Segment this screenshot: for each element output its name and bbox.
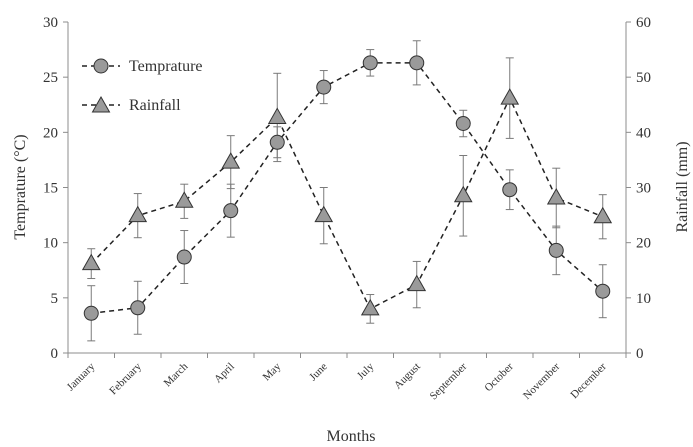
y-right-tick-label: 30	[636, 181, 651, 197]
y-right-tick-label: 60	[636, 15, 651, 31]
temprature-point	[269, 134, 285, 150]
temprature-point	[455, 116, 471, 132]
y-left-tick-label: 15	[43, 181, 58, 197]
temprature-point	[223, 203, 239, 219]
y-left-tick-label: 20	[43, 125, 58, 141]
x-tick-label: September	[428, 360, 470, 402]
rainfall-point	[593, 206, 613, 224]
y-axis-left-title: Temprature (°C)	[12, 134, 29, 239]
legend-temprature-label: Temprature	[129, 58, 203, 75]
rainfall-point	[81, 253, 101, 271]
temprature-point	[548, 242, 564, 258]
rainfall-point	[546, 187, 566, 205]
rainfall-point	[500, 88, 520, 105]
temprature-series-line	[91, 62, 604, 315]
x-tick-label: July	[355, 360, 377, 382]
temprature-point	[83, 305, 99, 321]
temprature-point	[502, 182, 518, 198]
temprature-point	[176, 249, 192, 265]
x-tick-label: January	[65, 360, 98, 393]
y-left-tick-label: 25	[43, 70, 58, 86]
rainfall-point	[360, 298, 380, 316]
temprature-point	[409, 55, 425, 71]
y-right-tick-label: 0	[636, 346, 644, 362]
temprature-point	[595, 283, 611, 299]
rainfall-point	[314, 205, 334, 223]
x-tick-label: December	[568, 360, 609, 401]
y-left-tick-label: 10	[43, 236, 58, 252]
x-axis-title: Months	[327, 428, 376, 445]
x-tick-label: May	[261, 360, 284, 383]
y-right-tick-label: 50	[636, 70, 651, 86]
legend-rainfall-label: Rainfall	[129, 97, 181, 114]
y-left-tick-label: 0	[51, 346, 59, 362]
x-tick-label: November	[521, 360, 563, 402]
y-left-tick-label: 5	[51, 291, 59, 307]
x-tick-label: October	[482, 360, 516, 394]
rainfall-point	[174, 191, 194, 208]
axes	[63, 21, 631, 358]
x-tick-label: April	[212, 361, 237, 386]
series-lines	[90, 62, 604, 315]
x-tick-label: March	[162, 360, 191, 389]
rainfall-point	[407, 274, 427, 292]
error-bars	[87, 40, 607, 342]
rainfall-point	[453, 185, 473, 203]
temprature-point	[316, 79, 332, 95]
y-right-tick-label: 10	[636, 291, 651, 307]
series-markers	[81, 55, 613, 321]
legend-rainfall-marker	[91, 95, 111, 113]
rainfall-series-line	[90, 96, 604, 310]
temprature-point	[130, 300, 146, 316]
y-right-tick-label: 20	[636, 236, 651, 252]
y-left-tick-label: 30	[43, 15, 58, 31]
y-axis-right-title: Rainfall (mm)	[674, 141, 691, 232]
rainfall-point	[267, 107, 287, 124]
temprature-point	[362, 55, 378, 71]
rainfall-point	[221, 152, 241, 169]
y-right-tick-label: 40	[636, 125, 651, 141]
legend-temprature-marker	[93, 58, 109, 74]
x-tick-label: August	[392, 361, 423, 392]
x-tick-label: February	[107, 360, 144, 397]
x-tick-label: June	[307, 361, 330, 384]
rainfall-point	[128, 205, 148, 223]
legend: Temprature Rainfall	[82, 58, 203, 114]
